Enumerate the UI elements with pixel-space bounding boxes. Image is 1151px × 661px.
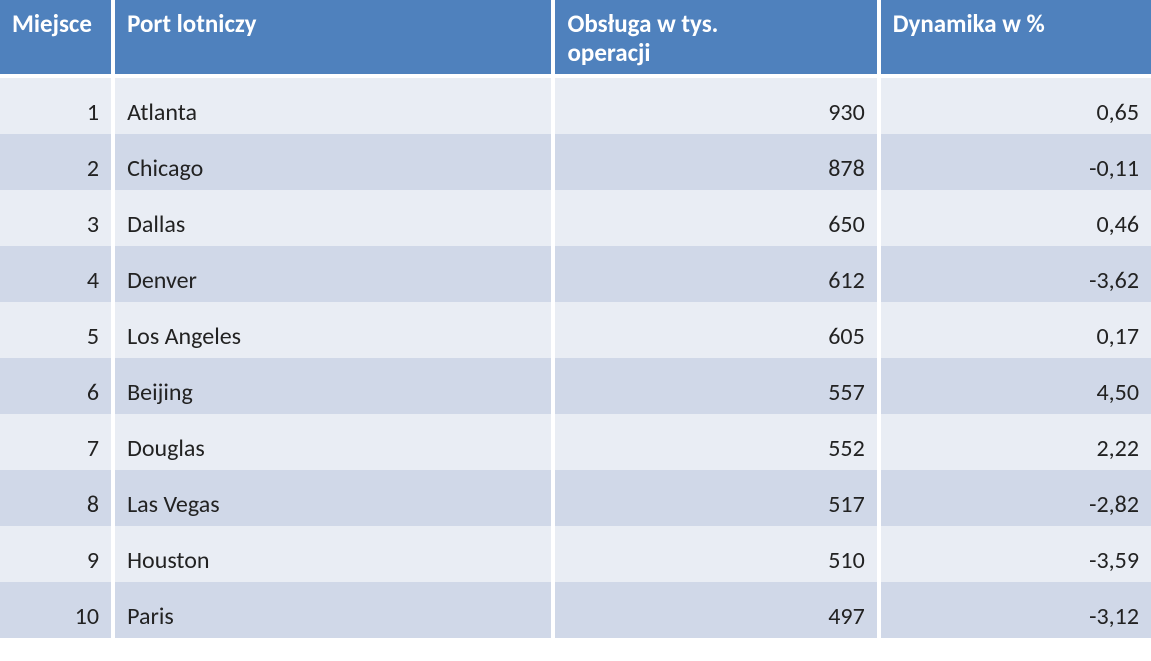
col-header-port: Port lotniczy	[115, 0, 555, 78]
cell-port: Dallas	[115, 190, 555, 246]
cell-rank: 3	[0, 190, 115, 246]
cell-dyn: -0,11	[881, 134, 1151, 190]
cell-port: Denver	[115, 246, 555, 302]
col-header-rank: Miejsce	[0, 0, 115, 78]
cell-rank: 1	[0, 78, 115, 134]
table-row: 5 Los Angeles 605 0,17	[0, 302, 1151, 358]
table-row: 7 Douglas 552 2,22	[0, 414, 1151, 470]
table-row: 8 Las Vegas 517 -2,82	[0, 470, 1151, 526]
cell-rank: 7	[0, 414, 115, 470]
cell-port: Chicago	[115, 134, 555, 190]
table-row: 9 Houston 510 -3,59	[0, 526, 1151, 582]
cell-dyn: 0,17	[881, 302, 1151, 358]
table-body: 1 Atlanta 930 0,65 2 Chicago 878 -0,11 3…	[0, 78, 1151, 638]
cell-rank: 9	[0, 526, 115, 582]
cell-rank: 4	[0, 246, 115, 302]
cell-rank: 5	[0, 302, 115, 358]
table-row: 10 Paris 497 -3,12	[0, 582, 1151, 638]
col-header-ops: Obsługa w tys.operacji	[555, 0, 880, 78]
table-row: 3 Dallas 650 0,46	[0, 190, 1151, 246]
cell-dyn: -3,12	[881, 582, 1151, 638]
cell-port: Atlanta	[115, 78, 555, 134]
cell-dyn: 0,46	[881, 190, 1151, 246]
cell-rank: 6	[0, 358, 115, 414]
cell-ops: 605	[555, 302, 880, 358]
cell-ops: 930	[555, 78, 880, 134]
col-header-dyn: Dynamika w %	[881, 0, 1151, 78]
cell-ops: 517	[555, 470, 880, 526]
cell-rank: 8	[0, 470, 115, 526]
table-container: Miejsce Port lotniczy Obsługa w tys.oper…	[0, 0, 1151, 638]
cell-ops: 612	[555, 246, 880, 302]
table-row: 6 Beijing 557 4,50	[0, 358, 1151, 414]
cell-ops: 497	[555, 582, 880, 638]
table-row: 2 Chicago 878 -0,11	[0, 134, 1151, 190]
cell-port: Douglas	[115, 414, 555, 470]
cell-ops: 552	[555, 414, 880, 470]
cell-rank: 2	[0, 134, 115, 190]
table-row: 1 Atlanta 930 0,65	[0, 78, 1151, 134]
cell-dyn: -3,59	[881, 526, 1151, 582]
cell-ops: 510	[555, 526, 880, 582]
cell-dyn: -3,62	[881, 246, 1151, 302]
table-header-row: Miejsce Port lotniczy Obsługa w tys.oper…	[0, 0, 1151, 78]
cell-dyn: 4,50	[881, 358, 1151, 414]
cell-dyn: 2,22	[881, 414, 1151, 470]
cell-port: Paris	[115, 582, 555, 638]
cell-port: Beijing	[115, 358, 555, 414]
table-row: 4 Denver 612 -3,62	[0, 246, 1151, 302]
cell-port: Las Vegas	[115, 470, 555, 526]
cell-ops: 650	[555, 190, 880, 246]
cell-dyn: -2,82	[881, 470, 1151, 526]
cell-port: Houston	[115, 526, 555, 582]
airports-table: Miejsce Port lotniczy Obsługa w tys.oper…	[0, 0, 1151, 638]
cell-port: Los Angeles	[115, 302, 555, 358]
cell-rank: 10	[0, 582, 115, 638]
cell-dyn: 0,65	[881, 78, 1151, 134]
cell-ops: 557	[555, 358, 880, 414]
cell-ops: 878	[555, 134, 880, 190]
